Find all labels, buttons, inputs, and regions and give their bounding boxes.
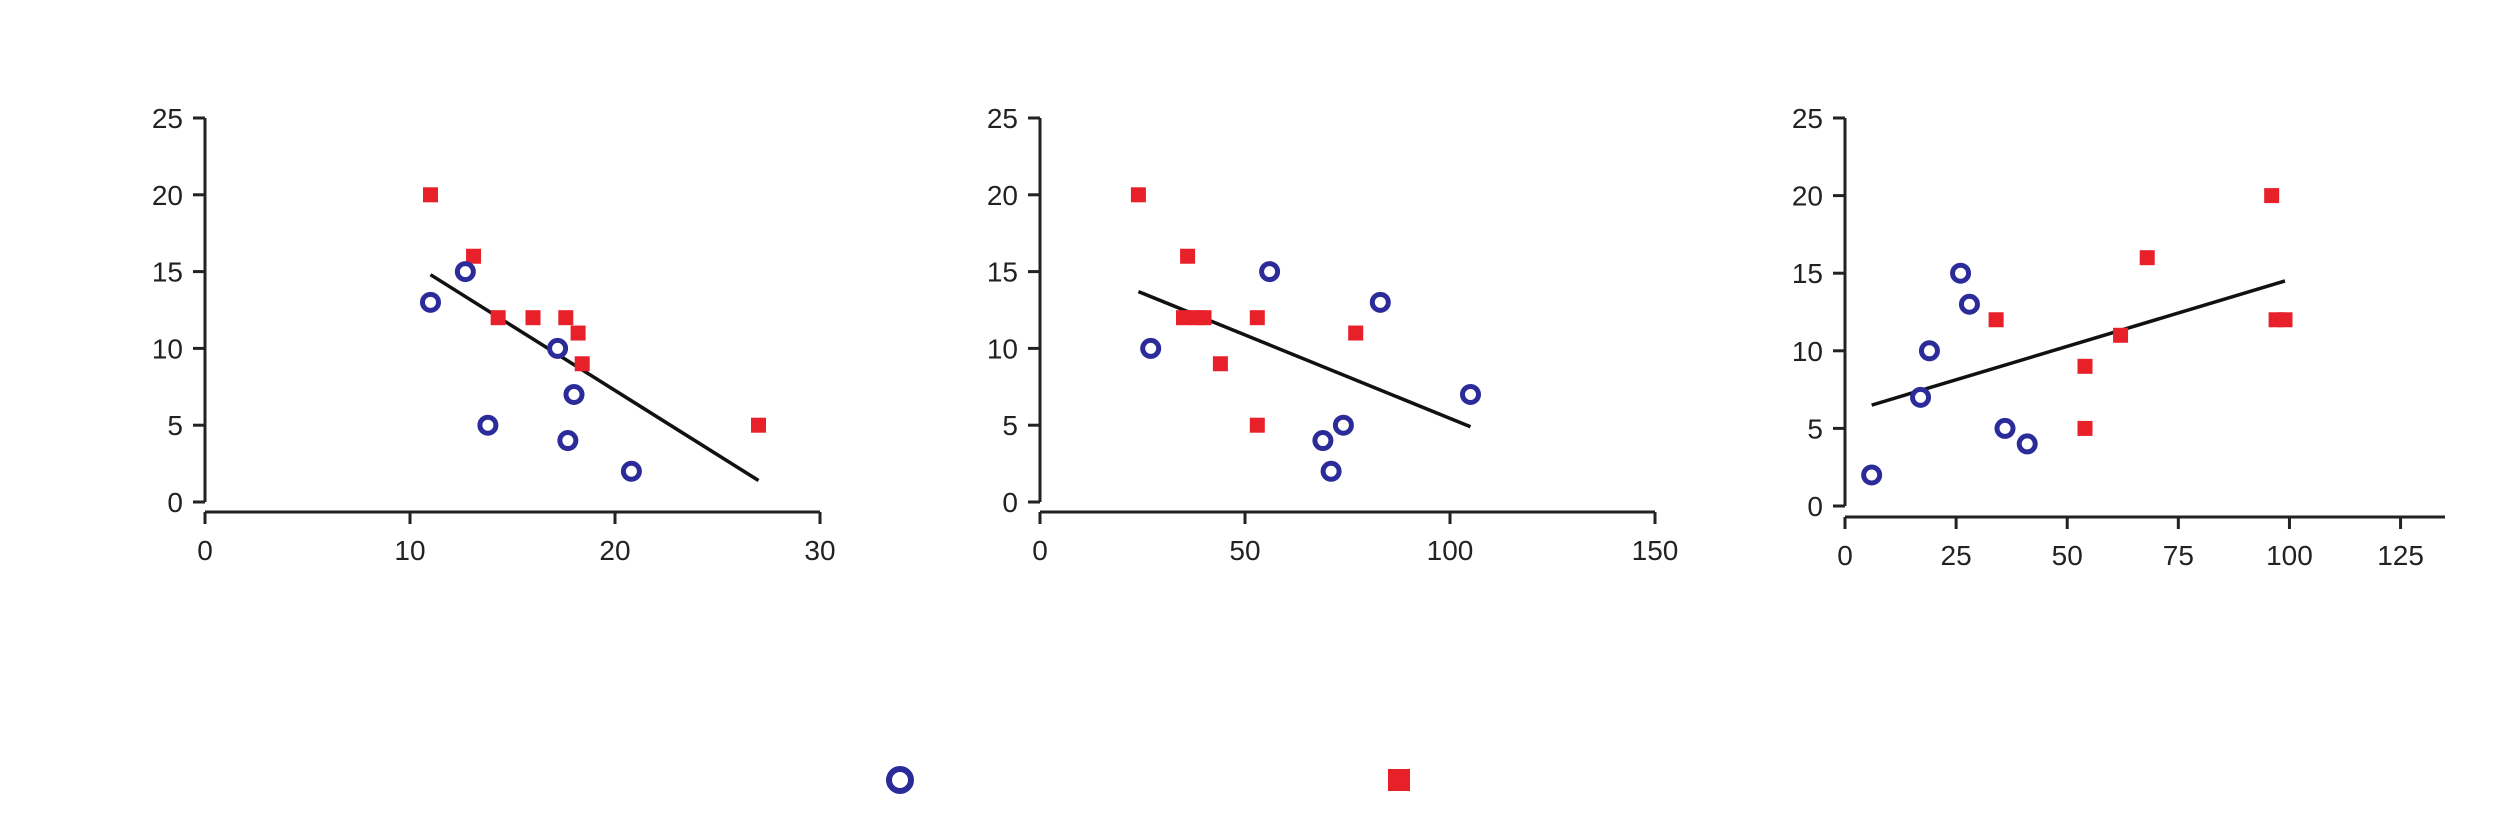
non-responder-point: [1212, 356, 1228, 372]
responder-point: [420, 291, 441, 313]
responder-point: [547, 337, 569, 359]
responder-point: [1958, 293, 1980, 315]
non-responder-point: [751, 417, 766, 433]
x-tick-label: 100: [1427, 535, 1474, 566]
x-tick-label: 125: [2377, 540, 2424, 571]
responder-point: [1320, 460, 1342, 482]
responder-point: [1332, 414, 1354, 436]
non-responder-point: [1988, 312, 2004, 328]
regression-line: [429, 273, 760, 482]
non-responder-point: [1249, 417, 1265, 433]
responder-point: [620, 460, 642, 482]
non-responder-point: [2077, 420, 2093, 436]
non-responder-point: [1348, 325, 1364, 341]
responder-point: [1312, 430, 1334, 452]
legend-responders-marker: [886, 766, 914, 794]
non-responder-point: [558, 310, 574, 326]
x-tick-label: 20: [599, 535, 630, 566]
non-responder-point: [2139, 250, 2155, 266]
y-tick-label: 10: [1792, 336, 1823, 367]
y-tick-label: 0: [1002, 487, 1018, 518]
responder-point: [1460, 383, 1481, 405]
y-tick-label: 0: [167, 487, 183, 518]
y-tick-label: 0: [1807, 491, 1823, 522]
x-tick-label: 0: [1837, 540, 1853, 571]
panel-c: 0 5 10 15 20 25 0 25 50 75 100 125: [1792, 103, 2445, 571]
y-tick-label: 25: [1792, 103, 1823, 134]
non-responder-point: [525, 310, 541, 326]
y-tick-label: 5: [1807, 413, 1823, 444]
responder-point: [1950, 262, 1972, 284]
y-tick-label: 5: [167, 410, 183, 441]
responder-point: [2016, 433, 2038, 455]
y-tick-label: 25: [152, 103, 183, 134]
y-tick-label: 5: [1002, 410, 1018, 441]
legend-non-responders-marker: [1388, 769, 1410, 791]
y-tick-label: 20: [152, 180, 183, 211]
regression-line: [1871, 279, 2286, 407]
responder-point: [1861, 464, 1883, 486]
x-tick-label: 100: [2266, 540, 2313, 571]
legend: [886, 766, 1410, 794]
non-responder-point: [1249, 310, 1265, 326]
non-responder-point: [490, 310, 506, 326]
y-tick-label: 25: [987, 103, 1018, 134]
x-tick-label: 50: [1229, 535, 1260, 566]
x-tick-label: 10: [394, 535, 425, 566]
panel-a: 0 5 10 15 20 25 0 10 20 30: [152, 103, 836, 566]
non-responder-point: [423, 187, 438, 203]
x-tick-label: 25: [1941, 540, 1972, 571]
responder-point: [1369, 291, 1391, 313]
responder-point: [1910, 386, 1932, 408]
non-responder-point: [2113, 327, 2129, 343]
y-tick-label: 20: [1792, 181, 1823, 212]
y-tick-label: 10: [987, 333, 1018, 364]
y-tick-label: 15: [987, 257, 1018, 288]
x-tick-label: 75: [2163, 540, 2194, 571]
y-tick-label: 15: [1792, 258, 1823, 289]
responder-point: [1994, 417, 2016, 439]
non-responder-point: [570, 325, 586, 341]
responder-point: [563, 383, 585, 405]
responder-point: [454, 261, 476, 283]
panel-b: 0 5 10 15 20 25 0 50 100 150: [987, 103, 1679, 566]
x-tick-label: 30: [804, 535, 835, 566]
non-responder-point: [1130, 187, 1146, 203]
non-responder-point: [574, 356, 590, 372]
non-responder-point: [1196, 310, 1212, 326]
x-tick-label: 150: [1632, 535, 1679, 566]
non-responder-point: [2277, 312, 2293, 328]
responder-point: [1918, 340, 1940, 362]
responder-point: [477, 414, 499, 436]
x-tick-label: 0: [197, 535, 213, 566]
responder-point: [1259, 261, 1281, 283]
responder-point: [1140, 337, 1162, 359]
non-responder-point: [1180, 248, 1196, 264]
non-responder-point: [2077, 358, 2093, 374]
responder-point: [557, 430, 579, 452]
non-responder-point: [466, 248, 482, 264]
x-tick-label: 0: [1032, 535, 1048, 566]
y-tick-label: 15: [152, 257, 183, 288]
y-tick-label: 20: [987, 180, 1018, 211]
non-responder-point: [2264, 188, 2280, 204]
x-tick-label: 50: [2052, 540, 2083, 571]
non-responder-point: [1176, 310, 1191, 326]
y-tick-label: 10: [152, 333, 183, 364]
